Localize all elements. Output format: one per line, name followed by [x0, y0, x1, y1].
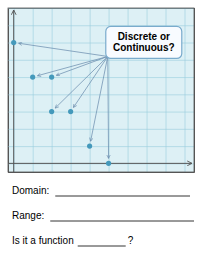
grid-line [8, 163, 194, 164]
tick [8, 94, 194, 95]
point [68, 109, 73, 114]
worksheet: Domain: Range: Is it a function? [12, 185, 194, 246]
answer-line [55, 196, 190, 197]
tick [8, 163, 194, 164]
tick [14, 8, 15, 172]
x-zero-axis [8, 163, 192, 164]
points [11, 40, 111, 166]
point [30, 74, 35, 79]
tick [8, 129, 194, 130]
tick [33, 8, 34, 172]
grid-line [33, 8, 34, 172]
point [49, 109, 54, 114]
pointer [19, 43, 108, 56]
axis-line [9, 8, 195, 173]
tick [8, 112, 194, 113]
grid-line [8, 146, 194, 147]
plot-frame [8, 8, 194, 172]
y-axis [8, 9, 194, 173]
tick [185, 8, 186, 172]
grid-line [8, 129, 194, 130]
axis-line [9, 9, 195, 173]
worksheet-label: Domain: [12, 185, 49, 196]
pointer [91, 56, 108, 141]
grid-line [14, 8, 15, 172]
worksheet-label: ? [128, 235, 134, 246]
chart: Discrete orContinuous? Domain: Range: Is it… [0, 0, 200, 263]
y-zero-axis [13, 10, 14, 172]
grid-line [52, 8, 53, 172]
tick [8, 60, 194, 61]
point [106, 161, 111, 166]
tick [8, 77, 194, 78]
pointer [56, 56, 107, 75]
plot: Discrete orContinuous? [8, 8, 195, 173]
point [11, 40, 16, 45]
grid-line [71, 8, 72, 172]
worksheet-label: Range: [12, 210, 44, 221]
plot-background [8, 8, 194, 172]
grid-line [8, 94, 194, 95]
worksheet-label: Is it a function [12, 235, 74, 246]
point [87, 144, 92, 149]
pointer [37, 56, 107, 75]
pointer [107, 56, 109, 158]
annotation: Discrete orContinuous? [113, 31, 175, 53]
grid-line [8, 77, 194, 78]
grid-line [8, 112, 194, 113]
grid-line [8, 60, 194, 61]
tick [71, 8, 72, 172]
tick [52, 8, 53, 172]
x-axis [9, 8, 195, 173]
point [49, 74, 54, 79]
annotation-box [106, 26, 182, 58]
answer-line [50, 221, 194, 222]
tick [8, 146, 194, 147]
pointer [55, 56, 108, 108]
pointers [19, 43, 109, 158]
grid-line [185, 8, 186, 172]
answer-line [78, 246, 126, 247]
